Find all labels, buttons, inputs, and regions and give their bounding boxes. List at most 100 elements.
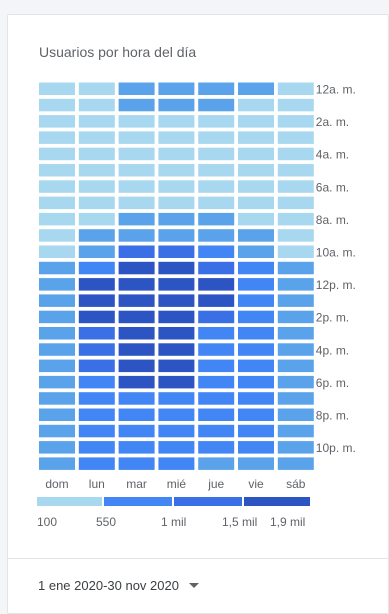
- heatmap-cell[interactable]: [39, 212, 75, 226]
- heatmap-cell[interactable]: [277, 245, 314, 259]
- heatmap-cell[interactable]: [118, 180, 155, 193]
- heatmap-cell[interactable]: [39, 457, 75, 470]
- heatmap-cell[interactable]: [39, 180, 75, 193]
- heatmap-cell[interactable]: [238, 294, 274, 307]
- heatmap-cell[interactable]: [158, 359, 195, 373]
- heatmap-cell[interactable]: [78, 424, 115, 438]
- heatmap-cell[interactable]: [78, 457, 115, 470]
- heatmap-cell[interactable]: [198, 131, 235, 144]
- heatmap-cell[interactable]: [39, 115, 75, 128]
- heatmap-cell[interactable]: [238, 343, 274, 356]
- heatmap-cell[interactable]: [238, 392, 274, 405]
- heatmap-cell[interactable]: [238, 212, 274, 226]
- heatmap-cell[interactable]: [118, 457, 155, 470]
- heatmap-cell[interactable]: [39, 164, 75, 177]
- heatmap-cell[interactable]: [198, 392, 235, 405]
- heatmap-cell[interactable]: [158, 115, 195, 128]
- heatmap-cell[interactable]: [39, 98, 75, 112]
- heatmap-cell[interactable]: [158, 147, 195, 161]
- heatmap-cell[interactable]: [238, 180, 274, 193]
- heatmap-cell[interactable]: [158, 457, 195, 470]
- heatmap-cell[interactable]: [238, 359, 274, 373]
- heatmap-cell[interactable]: [277, 212, 314, 226]
- heatmap-cell[interactable]: [198, 375, 235, 389]
- heatmap-cell[interactable]: [78, 392, 115, 405]
- heatmap-cell[interactable]: [277, 229, 314, 242]
- heatmap-cell[interactable]: [238, 408, 274, 422]
- heatmap-cell[interactable]: [78, 82, 115, 96]
- heatmap-cell[interactable]: [118, 294, 155, 307]
- heatmap-cell[interactable]: [118, 115, 155, 128]
- heatmap-cell[interactable]: [78, 359, 115, 373]
- heatmap-cell[interactable]: [118, 98, 155, 112]
- heatmap-cell[interactable]: [277, 278, 314, 291]
- heatmap-cell[interactable]: [198, 457, 235, 470]
- heatmap-cell[interactable]: [78, 375, 115, 389]
- heatmap-cell[interactable]: [198, 164, 235, 177]
- heatmap-cell[interactable]: [277, 327, 314, 340]
- heatmap-cell[interactable]: [78, 327, 115, 340]
- heatmap-cell[interactable]: [39, 294, 75, 307]
- date-range-selector[interactable]: 1 ene 2020-30 nov 2020: [38, 578, 199, 593]
- heatmap-cell[interactable]: [39, 229, 75, 242]
- heatmap-cell[interactable]: [277, 164, 314, 177]
- heatmap-cell[interactable]: [198, 310, 235, 324]
- heatmap-cell[interactable]: [118, 229, 155, 242]
- heatmap-cell[interactable]: [158, 98, 195, 112]
- heatmap-cell[interactable]: [198, 115, 235, 128]
- heatmap-cell[interactable]: [78, 261, 115, 275]
- heatmap-cell[interactable]: [39, 82, 75, 96]
- heatmap-cell[interactable]: [39, 278, 75, 291]
- heatmap-cell[interactable]: [198, 327, 235, 340]
- heatmap-cell[interactable]: [78, 229, 115, 242]
- heatmap-cell[interactable]: [277, 408, 314, 422]
- heatmap-cell[interactable]: [118, 245, 155, 259]
- heatmap-cell[interactable]: [78, 278, 115, 291]
- heatmap-cell[interactable]: [158, 82, 195, 96]
- heatmap-cell[interactable]: [78, 98, 115, 112]
- heatmap-cell[interactable]: [78, 310, 115, 324]
- heatmap-cell[interactable]: [118, 82, 155, 96]
- heatmap-cell[interactable]: [238, 441, 274, 454]
- heatmap-cell[interactable]: [238, 457, 274, 470]
- heatmap-cell[interactable]: [277, 424, 314, 438]
- heatmap-cell[interactable]: [277, 310, 314, 324]
- heatmap-cell[interactable]: [198, 229, 235, 242]
- heatmap-cell[interactable]: [158, 278, 195, 291]
- heatmap-cell[interactable]: [277, 131, 314, 144]
- heatmap-cell[interactable]: [39, 424, 75, 438]
- heatmap-cell[interactable]: [39, 359, 75, 373]
- heatmap-cell[interactable]: [158, 196, 195, 210]
- heatmap-cell[interactable]: [238, 164, 274, 177]
- heatmap-cell[interactable]: [39, 131, 75, 144]
- heatmap-cell[interactable]: [238, 229, 274, 242]
- heatmap-cell[interactable]: [118, 310, 155, 324]
- heatmap-cell[interactable]: [39, 343, 75, 356]
- heatmap-cell[interactable]: [277, 82, 314, 96]
- heatmap-cell[interactable]: [39, 392, 75, 405]
- heatmap-cell[interactable]: [158, 294, 195, 307]
- heatmap-cell[interactable]: [198, 359, 235, 373]
- heatmap-cell[interactable]: [198, 212, 235, 226]
- heatmap-cell[interactable]: [158, 441, 195, 454]
- heatmap-cell[interactable]: [78, 294, 115, 307]
- heatmap-cell[interactable]: [39, 327, 75, 340]
- heatmap-cell[interactable]: [158, 408, 195, 422]
- heatmap-cell[interactable]: [198, 147, 235, 161]
- heatmap-cell[interactable]: [158, 229, 195, 242]
- heatmap-cell[interactable]: [158, 424, 195, 438]
- heatmap-cell[interactable]: [158, 392, 195, 405]
- heatmap-cell[interactable]: [78, 343, 115, 356]
- heatmap-cell[interactable]: [198, 441, 235, 454]
- heatmap-cell[interactable]: [158, 327, 195, 340]
- heatmap-cell[interactable]: [78, 245, 115, 259]
- heatmap-cell[interactable]: [118, 375, 155, 389]
- heatmap-cell[interactable]: [39, 147, 75, 161]
- heatmap-cell[interactable]: [277, 180, 314, 193]
- heatmap-cell[interactable]: [198, 408, 235, 422]
- heatmap-cell[interactable]: [158, 261, 195, 275]
- heatmap-cell[interactable]: [39, 408, 75, 422]
- heatmap-cell[interactable]: [238, 98, 274, 112]
- heatmap-cell[interactable]: [198, 180, 235, 193]
- heatmap-cell[interactable]: [277, 294, 314, 307]
